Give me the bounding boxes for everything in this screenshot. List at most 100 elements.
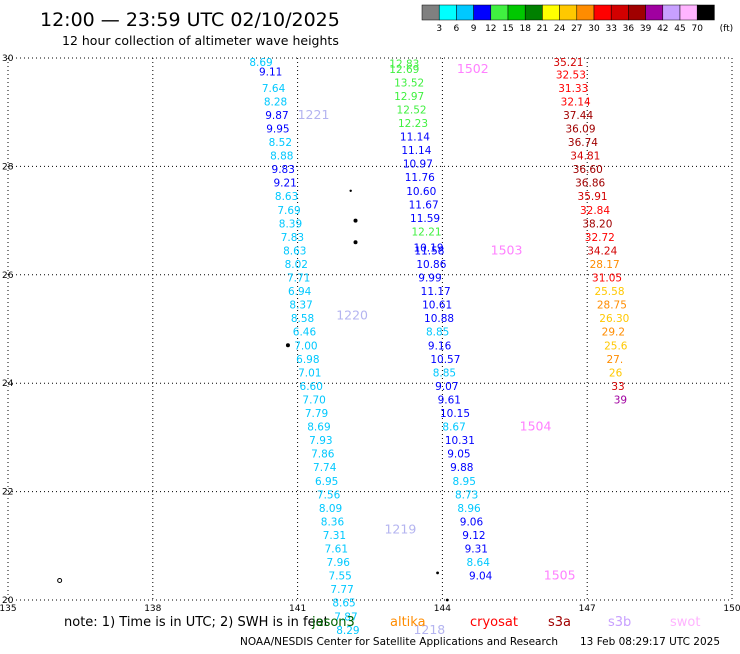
satellite-legend: jason3 altika cryosat s3a s3b swot [311,615,700,630]
wave-height-value: 8.28 [264,96,287,108]
y-tick-label: 24 [2,379,14,389]
x-tick-label: 141 [289,604,306,614]
wave-height-value: 11.58 [414,245,444,257]
scale-swatch [438,4,457,21]
island-mark [353,240,358,245]
wave-height-value: 35.91 [578,191,608,203]
island-mark [445,598,449,602]
wave-height-value: 9.05 [447,449,470,461]
wave-height-value: 38.20 [582,218,612,230]
y-tick-label: 22 [2,488,13,498]
scale-swatch [559,4,578,21]
wave-height-value: 9.61 [438,394,461,406]
wave-height-value: 8.63 [275,191,298,203]
legend-item: altika [390,615,426,630]
legend-item: jason3 [311,615,355,630]
wave-height-value: 10.88 [424,313,454,325]
wave-height-value: 8.39 [279,218,302,230]
x-tick-label: 138 [144,604,161,614]
island-mark [285,343,290,348]
wave-height-value: 7.55 [328,571,351,583]
wave-height-value: 10.60 [406,186,436,198]
wave-height-value: 7.56 [317,489,341,501]
pass-label: 1221 [298,107,330,122]
wave-height-value: 10.57 [430,354,460,366]
wave-height-value: 9.31 [465,544,488,556]
legend-item: s3b [608,615,631,630]
wave-height-value: 7.71 [287,273,310,285]
scale-swatch [490,4,509,21]
wave-height-value: 7.93 [309,435,332,447]
wave-height-value: 7.31 [323,530,346,542]
wave-height-value: 10.86 [416,259,446,271]
wave-height-value: 11.59 [410,213,440,225]
scale-swatch [593,4,612,21]
wave-height-value: 26.30 [599,313,629,325]
wave-height-value: 32.72 [585,232,615,244]
wave-height-value: 12.21 [412,226,442,238]
axis-ticks: 135 138 141 144 147 150 30 28 26 24 22 20 [0,54,740,614]
wave-height-value: 7.96 [327,557,351,569]
y-tick-label: 20 [2,596,14,606]
wave-height-value: 7.64 [262,83,286,95]
scale-label: 70 [691,24,703,34]
scale-label: 12 [485,24,496,34]
scale-label: 18 [519,24,531,34]
pass-label: 1220 [336,307,368,322]
wave-height-value: 8.09 [319,503,342,515]
wave-height-value: 11.17 [421,286,451,298]
wave-height-value: 37.44 [563,110,593,122]
coastline-islands [57,189,449,602]
scale-unit: (ft) [720,24,734,34]
scale-swatch [662,4,681,21]
y-tick-label: 30 [2,54,14,64]
wave-height-value: 7.77 [330,584,353,596]
wave-height-value: 8.69 [249,57,272,69]
scale-label: 30 [588,24,600,34]
plot-grid [7,57,733,601]
wave-height-value: 8.95 [453,476,476,488]
wave-height-value: 12.97 [394,91,424,103]
wave-height-value: 36.60 [573,164,603,176]
wave-height-value: 8.64 [467,557,491,569]
wave-height-value: 32.84 [580,205,610,217]
wave-height-value: 7.74 [313,462,337,474]
y-tick-label: 28 [2,162,14,172]
pass-label: 1218 [413,622,445,637]
scale-label: 9 [471,24,477,34]
wave-height-value: 8.85 [426,327,449,339]
wave-height-value: 8.37 [289,300,312,312]
wave-height-value: 9.07 [435,381,458,393]
wave-height-value: 11.14 [400,132,430,144]
scale-label: 27 [571,24,582,34]
pass-labels: 1221 1220 1219 1218 1502 1503 1504 1505 [298,61,576,637]
wave-height-value: 11.76 [405,172,435,184]
wave-height-value: 34.81 [570,151,600,163]
wave-height-value: 7.86 [311,449,335,461]
wave-height-value: 6.60 [300,381,323,393]
wave-height-value: 9.06 [460,516,484,528]
wave-height-value: 7.79 [305,408,328,420]
scale-label: 42 [657,24,668,34]
wave-height-value: 13.52 [394,77,424,89]
timestamp-text: 13 Feb 08:29:17 UTC 2025 [580,636,720,648]
wave-height-value: 29.2 [602,327,625,339]
scale-label: 39 [640,24,652,34]
wave-height-value: 10.19 [413,243,443,255]
wave-height-value: 10.97 [403,159,433,171]
legend-item: cryosat [470,615,518,630]
wave-height-value: 7.69 [277,205,300,217]
wave-height-value: 9.87 [265,110,288,122]
wave-height-value: 11.14 [401,145,431,157]
scale-label: 15 [502,24,513,34]
wave-height-value: 8.69 [307,422,330,434]
wave-height-value: 36.09 [565,123,595,135]
chart-note: note: 1) Time is in UTC; 2) SWH is in fe… [64,615,329,630]
wave-height-value: 9.88 [450,462,473,474]
scale-swatch [679,4,698,21]
wave-height-value: 7.00 [294,340,317,352]
scale-swatch [507,4,526,21]
wave-height-value: 8.29 [336,625,359,637]
chart-subtitle: 12 hour collection of altimeter wave hei… [62,33,339,48]
